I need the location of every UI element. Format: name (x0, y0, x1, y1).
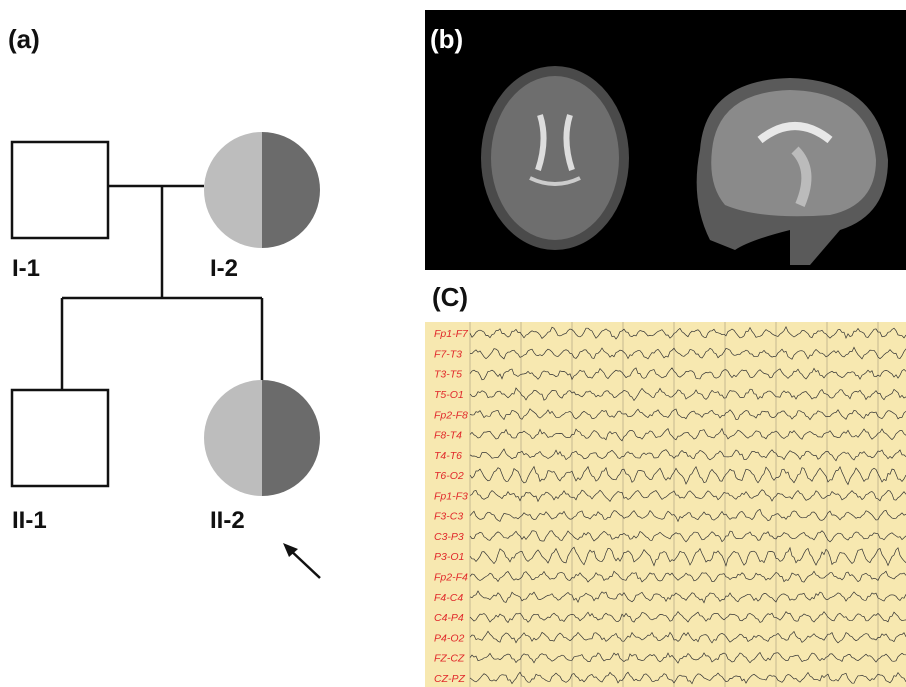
figure: (a) I-1 I-2 II-1 II-2 (b) (C) Fp1-F7 F7-T… (0, 0, 906, 687)
channel-label: F7-T3 (434, 348, 462, 360)
channel-label: CZ-PZ (434, 673, 465, 685)
channel-label: P3-O1 (434, 551, 464, 563)
panel-label: (a) (8, 24, 40, 54)
female-symbol (204, 132, 320, 248)
channel-label: T3-T5 (434, 369, 462, 381)
channel-label: F3-C3 (434, 511, 463, 523)
channel-label: T4-T6 (434, 450, 462, 462)
channel-label: FZ-CZ (434, 653, 465, 665)
panel-label: (b) (430, 24, 463, 54)
channel-label: Fp1-F7 (434, 328, 469, 340)
channel-label: T6-O2 (434, 470, 464, 482)
channel-label: P4-O2 (434, 632, 465, 644)
channel-label: C4-P4 (434, 612, 464, 624)
individual-label: II-2 (210, 507, 245, 534)
male-symbol (12, 142, 108, 238)
individual-label: I-1 (12, 255, 40, 282)
channel-label: F4-C4 (434, 592, 463, 604)
individual-label: I-2 (210, 255, 238, 282)
female-symbol (204, 380, 320, 496)
channel-label: Fp2-F4 (434, 571, 468, 583)
male-symbol (12, 390, 108, 486)
channel-label: C3-P3 (434, 531, 464, 543)
panel-label: (C) (432, 282, 468, 312)
mri-axial (481, 66, 629, 250)
individual-label: II-1 (12, 507, 47, 534)
channel-label: F8-T4 (434, 430, 462, 442)
channel-label: Fp2-F8 (434, 409, 468, 421)
channel-label: T5-O1 (434, 389, 464, 401)
channel-label: Fp1-F3 (434, 490, 468, 502)
